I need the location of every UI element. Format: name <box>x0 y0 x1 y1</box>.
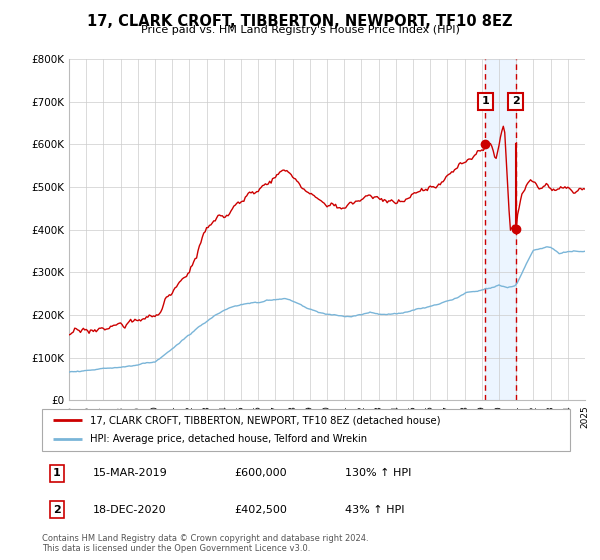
Text: 15-MAR-2019: 15-MAR-2019 <box>93 468 168 478</box>
Text: 43% ↑ HPI: 43% ↑ HPI <box>345 505 404 515</box>
Text: Price paid vs. HM Land Registry's House Price Index (HPI): Price paid vs. HM Land Registry's House … <box>140 25 460 35</box>
Text: £402,500: £402,500 <box>234 505 287 515</box>
Text: 17, CLARK CROFT, TIBBERTON, NEWPORT, TF10 8EZ: 17, CLARK CROFT, TIBBERTON, NEWPORT, TF1… <box>87 14 513 29</box>
Text: £600,000: £600,000 <box>234 468 287 478</box>
Text: HPI: Average price, detached house, Telford and Wrekin: HPI: Average price, detached house, Telf… <box>89 435 367 445</box>
Text: 1: 1 <box>482 96 489 106</box>
Text: 17, CLARK CROFT, TIBBERTON, NEWPORT, TF10 8EZ (detached house): 17, CLARK CROFT, TIBBERTON, NEWPORT, TF1… <box>89 415 440 425</box>
Text: Contains HM Land Registry data © Crown copyright and database right 2024.: Contains HM Land Registry data © Crown c… <box>42 534 368 543</box>
Bar <box>485 59 515 400</box>
Text: 2: 2 <box>53 505 61 515</box>
Text: 18-DEC-2020: 18-DEC-2020 <box>93 505 167 515</box>
FancyBboxPatch shape <box>42 409 570 451</box>
Text: 1: 1 <box>53 468 61 478</box>
Text: 2: 2 <box>512 96 520 106</box>
Text: 130% ↑ HPI: 130% ↑ HPI <box>345 468 412 478</box>
Text: This data is licensed under the Open Government Licence v3.0.: This data is licensed under the Open Gov… <box>42 544 310 553</box>
